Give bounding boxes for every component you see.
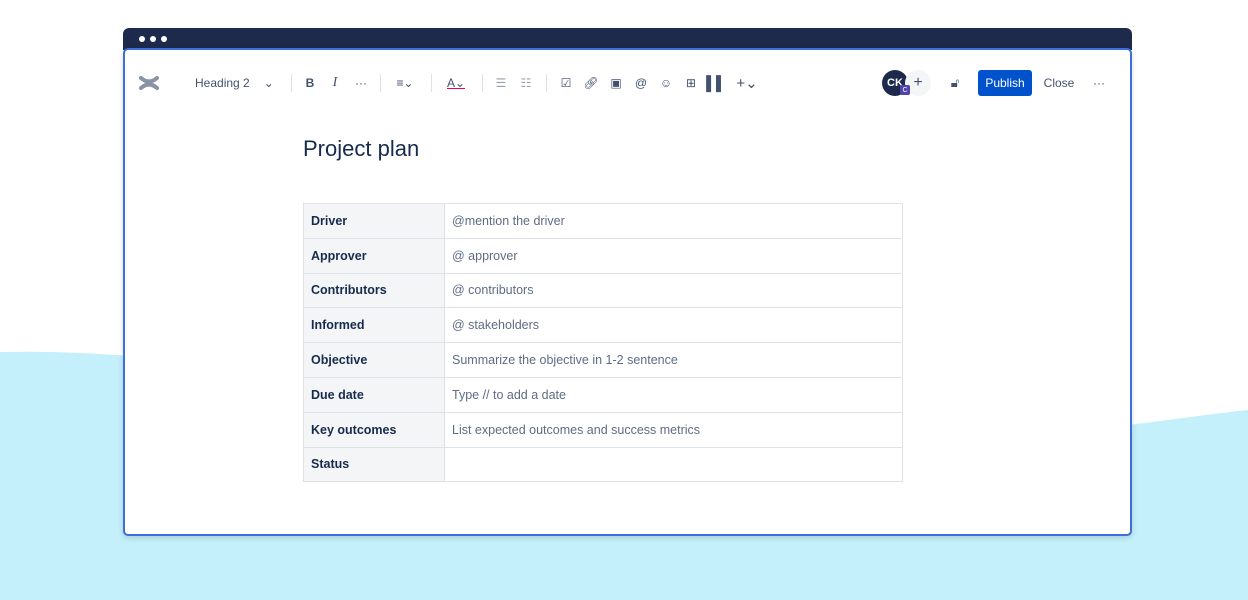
editor-toolbar: Heading 2 ⌄ B I ··· ≡⌄ A⌄ ☰ ☷ ☑ 🔗︎ ▣ @ ☺… xyxy=(125,70,1130,96)
emoji-icon[interactable]: ☺ xyxy=(659,76,673,90)
row-value[interactable]: @ approver xyxy=(444,237,903,274)
table-row: Driver @mention the driver xyxy=(303,203,903,239)
row-label[interactable]: Driver xyxy=(303,203,445,239)
confluence-logo-icon[interactable] xyxy=(139,70,159,96)
row-value[interactable]: @ stakeholders xyxy=(444,307,903,344)
project-plan-table: Driver @mention the driver Approver @ appro… xyxy=(303,203,903,483)
text-color-icon[interactable]: A⌄ xyxy=(446,76,466,90)
table-row: Status xyxy=(303,446,903,483)
row-label[interactable]: Due date xyxy=(303,376,445,413)
insert-plus-icon[interactable]: +⌄ xyxy=(736,75,758,92)
table-row: Key outcomes List expected outcomes and s… xyxy=(303,411,903,448)
table-row: Due date Type // to add a date xyxy=(303,376,903,413)
avatar-badge: C xyxy=(900,85,910,95)
window-dot[interactable] xyxy=(139,36,145,42)
page-title[interactable]: Project plan xyxy=(303,136,420,161)
window-dot[interactable] xyxy=(150,36,156,42)
text-style-dropdown[interactable]: Heading 2 ⌄ xyxy=(195,70,275,96)
row-label[interactable]: Status xyxy=(303,446,445,483)
unlock-icon[interactable]: 🔓︎ xyxy=(950,75,960,90)
publish-button[interactable]: Publish xyxy=(978,70,1032,96)
bullet-list-icon[interactable]: ☰ xyxy=(495,76,507,90)
align-icon[interactable]: ≡⌄ xyxy=(396,76,414,90)
row-value[interactable]: @mention the driver xyxy=(444,203,903,239)
row-value[interactable]: List expected outcomes and success metri… xyxy=(444,411,903,448)
layouts-icon[interactable]: ▌▌ xyxy=(706,75,726,91)
editor: Heading 2 ⌄ B I ··· ≡⌄ A⌄ ☰ ☷ ☑ 🔗︎ ▣ @ ☺… xyxy=(123,48,1132,536)
more-formatting-icon[interactable]: ··· xyxy=(355,76,367,90)
row-label[interactable]: Contributors xyxy=(303,272,445,309)
mention-icon[interactable]: @ xyxy=(634,76,648,90)
table-row: Approver @ approver xyxy=(303,237,903,274)
editor-window: Heading 2 ⌄ B I ··· ≡⌄ A⌄ ☰ ☷ ☑ 🔗︎ ▣ @ ☺… xyxy=(123,28,1132,536)
table-row: Contributors @ contributors xyxy=(303,272,903,309)
image-icon[interactable]: ▣ xyxy=(610,76,622,90)
row-value[interactable]: Type // to add a date xyxy=(444,376,903,413)
more-icon[interactable]: ··· xyxy=(1093,76,1105,90)
chevron-down-icon: ⌄ xyxy=(263,76,274,90)
window-dot[interactable] xyxy=(161,36,167,42)
row-value[interactable] xyxy=(444,446,903,483)
row-label[interactable]: Objective xyxy=(303,342,445,378)
numbered-list-icon[interactable]: ☷ xyxy=(520,76,532,90)
action-item-icon[interactable]: ☑ xyxy=(560,76,572,90)
text-style-label: Heading 2 xyxy=(195,76,250,90)
close-button[interactable]: Close xyxy=(1043,76,1075,90)
row-label[interactable]: Approver xyxy=(303,237,445,274)
table-row: Objective Summarize the objective in 1-2 … xyxy=(303,342,903,378)
bold-icon[interactable]: B xyxy=(305,76,315,90)
row-value[interactable]: Summarize the objective in 1-2 sentence xyxy=(444,342,903,378)
italic-icon[interactable]: I xyxy=(332,75,338,90)
row-label[interactable]: Key outcomes xyxy=(303,411,445,448)
table-icon[interactable]: ⊞ xyxy=(685,76,697,90)
row-label[interactable]: Informed xyxy=(303,307,445,344)
table-row: Informed @ stakeholders xyxy=(303,307,903,344)
link-icon[interactable]: 🔗︎ xyxy=(583,76,599,90)
row-value[interactable]: @ contributors xyxy=(444,272,903,309)
window-titlebar xyxy=(123,28,1132,50)
